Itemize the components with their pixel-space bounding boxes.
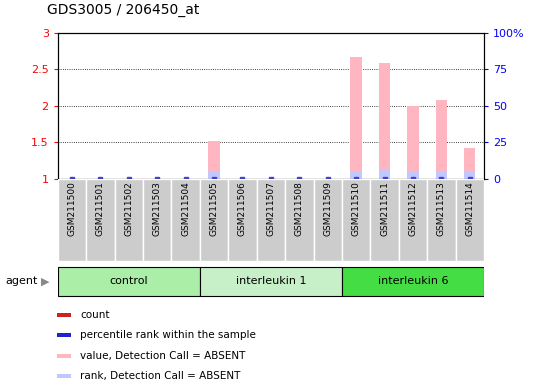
Bar	[370, 179, 399, 261]
Bar	[58, 179, 86, 261]
Text: GSM211501: GSM211501	[96, 181, 105, 236]
Bar	[464, 171, 475, 179]
Text: GSM211508: GSM211508	[295, 181, 304, 236]
Text: GSM211514: GSM211514	[465, 181, 474, 236]
Text: GSM211500: GSM211500	[68, 181, 76, 236]
Bar	[172, 179, 200, 261]
Bar	[407, 171, 419, 179]
Text: GSM211512: GSM211512	[409, 181, 417, 236]
Text: GSM211511: GSM211511	[380, 181, 389, 236]
Text: GSM211513: GSM211513	[437, 181, 446, 236]
Bar	[285, 179, 314, 261]
Text: GSM211507: GSM211507	[266, 181, 276, 236]
Bar	[427, 179, 455, 261]
Bar	[200, 179, 228, 261]
Bar	[342, 179, 370, 261]
Bar	[143, 179, 172, 261]
Bar	[314, 179, 342, 261]
Text: GSM211502: GSM211502	[124, 181, 133, 236]
Bar	[350, 171, 362, 179]
Bar	[379, 170, 390, 179]
Bar	[228, 179, 257, 261]
Bar	[208, 141, 220, 179]
Text: percentile rank within the sample: percentile rank within the sample	[80, 330, 256, 340]
Bar	[257, 179, 285, 261]
Text: interleukin 1: interleukin 1	[235, 276, 306, 286]
Text: rank, Detection Call = ABSENT: rank, Detection Call = ABSENT	[80, 371, 241, 381]
Bar	[436, 171, 447, 179]
Text: GSM211505: GSM211505	[210, 181, 218, 236]
Text: GSM211510: GSM211510	[351, 181, 361, 236]
Bar	[200, 266, 342, 296]
Bar	[399, 179, 427, 261]
Text: GSM211504: GSM211504	[181, 181, 190, 236]
Bar	[57, 374, 71, 379]
Bar	[57, 354, 71, 358]
Text: GSM211503: GSM211503	[153, 181, 162, 236]
Text: GSM211509: GSM211509	[323, 181, 332, 236]
Bar	[379, 63, 390, 179]
Bar	[57, 313, 71, 317]
Bar	[57, 333, 71, 338]
Bar	[86, 179, 114, 261]
Text: agent: agent	[6, 276, 38, 286]
Text: interleukin 6: interleukin 6	[378, 276, 448, 286]
Text: value, Detection Call = ABSENT: value, Detection Call = ABSENT	[80, 351, 246, 361]
Bar	[455, 179, 484, 261]
Text: count: count	[80, 310, 110, 320]
Bar	[436, 101, 447, 179]
Bar	[464, 148, 475, 179]
Text: ▶: ▶	[41, 276, 50, 286]
Text: control: control	[109, 276, 148, 286]
Bar	[350, 57, 362, 179]
Bar	[342, 266, 484, 296]
Text: GDS3005 / 206450_at: GDS3005 / 206450_at	[47, 3, 199, 17]
Text: GSM211506: GSM211506	[238, 181, 247, 236]
Bar	[407, 106, 419, 179]
Bar	[114, 179, 143, 261]
Bar	[58, 266, 200, 296]
Bar	[208, 171, 220, 179]
